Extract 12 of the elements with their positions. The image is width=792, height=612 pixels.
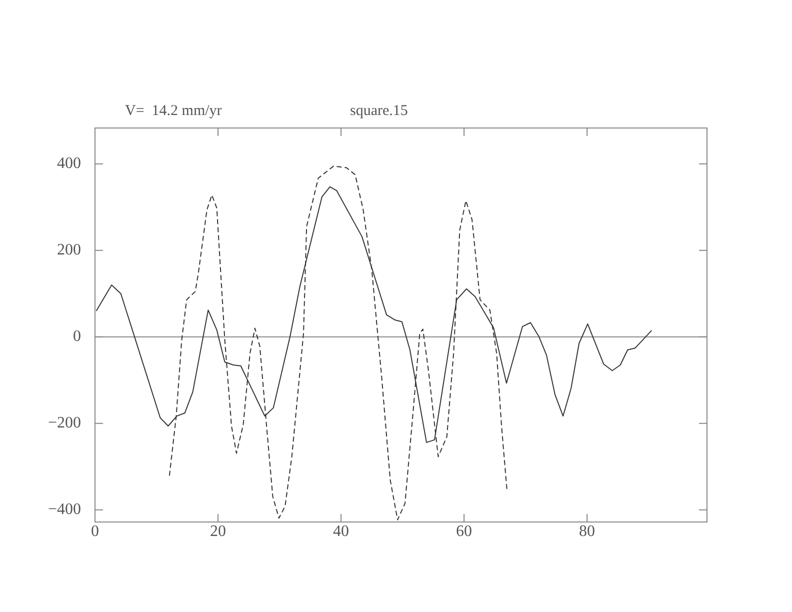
y-tick-label: 0 (73, 328, 81, 346)
x-tick-label: 0 (91, 522, 99, 540)
chart-title: V= 14.2 mm/yr (125, 103, 222, 119)
y-tick-label: −400 (48, 501, 81, 518)
x-tick-label: 40 (333, 522, 350, 540)
chart-subtitle: square.15 (350, 103, 408, 119)
x-tick-label: 20 (210, 522, 226, 540)
y-tick-label: 200 (57, 242, 81, 259)
y-tick-label: −200 (48, 414, 81, 432)
y-tick-label: 400 (57, 155, 81, 172)
x-tick-label: 80 (579, 522, 596, 540)
x-tick-label: 60 (456, 522, 472, 540)
